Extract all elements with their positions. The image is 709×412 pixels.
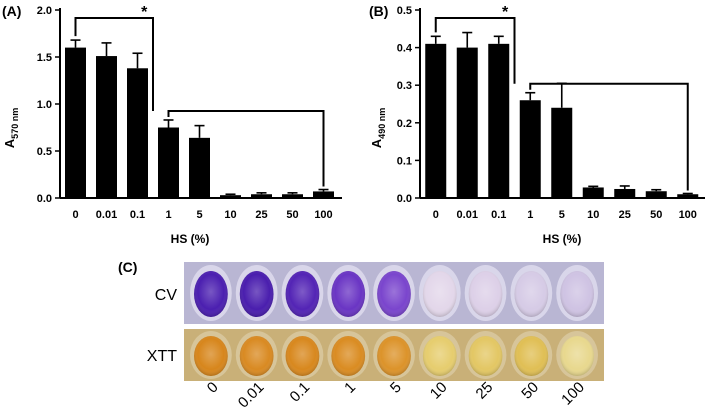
panel-a-y-tick-label: 0.5 <box>37 146 52 158</box>
cv-well-shine <box>468 271 503 317</box>
panel-a-bar <box>189 137 210 198</box>
panel-a-bar <box>65 47 86 198</box>
panel-c-concentration-label: 0.1 <box>287 379 314 406</box>
xtt-well-shine <box>560 336 594 376</box>
cv-well-shine <box>514 271 549 317</box>
panel-c-concentration-label: 25 <box>473 379 497 403</box>
panel-a-y-tick-label: 0.0 <box>37 193 52 205</box>
cv-well-shine <box>331 271 366 317</box>
panel-c-concentration-label: 5 <box>387 379 405 397</box>
xtt-well-shine <box>422 336 457 376</box>
panel-b-y-tick-label: 0.1 <box>397 155 412 167</box>
xtt-well-shine <box>194 336 228 376</box>
panel-a-x-tick-label: 50 <box>286 209 298 221</box>
panel-a: (A) 0.00.51.01.52.00 0.01 0.1 1 5 10 25 50 100* … <box>2 3 342 246</box>
panel-a-bar <box>96 56 117 199</box>
panel-a-xlabel: HS (%) <box>171 232 210 246</box>
cv-well-shine <box>285 271 320 317</box>
panel-b-ylabel: A490 nm <box>369 108 387 148</box>
panel-a-bar <box>313 191 334 198</box>
panel-b-bar <box>519 100 541 198</box>
panel-a-y-tick-label: 2.0 <box>37 5 52 17</box>
panel-c-concentration-label: 10 <box>427 379 451 403</box>
cv-row-label: CV <box>155 287 178 304</box>
panel-c: (C) CV XTT 0 0.01 0.1 1 5 10 25 50 100 <box>118 259 604 411</box>
panel-a-x-tick-label: 100 <box>314 209 332 221</box>
panel-b-bar <box>614 188 636 198</box>
cv-well-shine <box>194 271 228 317</box>
xtt-well-shine <box>468 336 503 376</box>
panel-b-significance-bracket <box>434 17 689 191</box>
panel-b-bar <box>456 47 478 198</box>
panel-c-label: (C) <box>118 259 137 275</box>
panel-b-bar <box>677 194 699 198</box>
panel-b-x-tick-label: 25 <box>619 209 631 221</box>
panel-a-x-tick-label: 5 <box>196 209 202 221</box>
panel-c-concentration-label: 0.01 <box>235 379 268 412</box>
panel-a-significance-bracket <box>74 17 325 187</box>
xtt-well-shine <box>239 336 274 376</box>
panel-b-x-tick-label: 50 <box>650 209 662 221</box>
panel-b-bar <box>488 43 510 199</box>
panel-b-bar <box>551 107 573 198</box>
panel-a-significance-star: * <box>141 4 148 21</box>
panel-a-y-tick-label: 1.0 <box>37 99 52 111</box>
panel-a-y-tick-label: 1.5 <box>37 52 52 64</box>
panel-b-x-tick-label: 0.1 <box>491 209 506 221</box>
panel-b-bar <box>645 191 667 198</box>
panel-b-bar <box>582 187 604 198</box>
cv-well-shine <box>422 271 457 317</box>
cv-well-shine <box>560 271 594 317</box>
panel-a-bar <box>282 194 303 198</box>
panel-b-x-tick-label: 5 <box>559 209 565 221</box>
panel-c-concentration-label: 0 <box>204 379 222 397</box>
panel-b-bar <box>425 43 447 199</box>
panel-c-concentration-label: 1 <box>341 379 359 397</box>
panel-b-y-tick-label: 0.2 <box>397 118 412 130</box>
xtt-well-shine <box>331 336 366 376</box>
panel-a-x-tick-label: 0 <box>72 209 78 221</box>
panel-c-concentration-label: 50 <box>518 379 542 403</box>
panel-b-y-tick-label: 0.3 <box>397 80 412 92</box>
panel-b-y-tick-label: 0.0 <box>397 193 412 205</box>
panel-b-significance-star: * <box>502 4 509 21</box>
panel-b-y-tick-label: 0.5 <box>397 5 412 17</box>
cv-well-shine <box>377 271 411 317</box>
panel-a-bar <box>158 127 179 198</box>
panel-b-xlabel: HS (%) <box>543 232 582 246</box>
cv-well-shine <box>239 271 274 317</box>
panel-b-y-tick-label: 0.4 <box>397 43 413 55</box>
panel-b-x-tick-label: 100 <box>679 209 697 221</box>
panel-a-bar <box>220 195 241 198</box>
panel-a-x-tick-label: 0.01 <box>96 209 117 221</box>
xtt-well-shine <box>285 336 320 376</box>
panel-b-x-tick-label: 0.01 <box>457 209 478 221</box>
panel-a-x-tick-label: 0.1 <box>130 209 145 221</box>
panel-b-label: (B) <box>369 3 388 19</box>
panel-a-x-tick-label: 25 <box>255 209 267 221</box>
panel-a-ylabel: A570 nm <box>2 108 20 148</box>
xtt-well-shine <box>514 336 549 376</box>
panel-a-x-tick-label: 10 <box>224 209 236 221</box>
panel-b-x-tick-label: 10 <box>587 209 599 221</box>
panel-a-bar <box>127 68 148 198</box>
panel-a-x-tick-label: 1 <box>165 209 171 221</box>
panel-c-concentration-label: 100 <box>558 379 588 409</box>
panel-b-x-tick-label: 0 <box>433 209 439 221</box>
xtt-well-shine <box>377 336 411 376</box>
xtt-row-label: XTT <box>147 348 177 365</box>
panel-b: (B) 0.0 0.1 0.2 0.3 0.4 0.5 0 0.01 0.1 1 5 10 25 50 10… <box>369 3 705 246</box>
panel-b-x-tick-label: 1 <box>527 209 533 221</box>
panel-a-label: (A) <box>2 3 21 19</box>
panel-a-bar <box>251 194 272 198</box>
